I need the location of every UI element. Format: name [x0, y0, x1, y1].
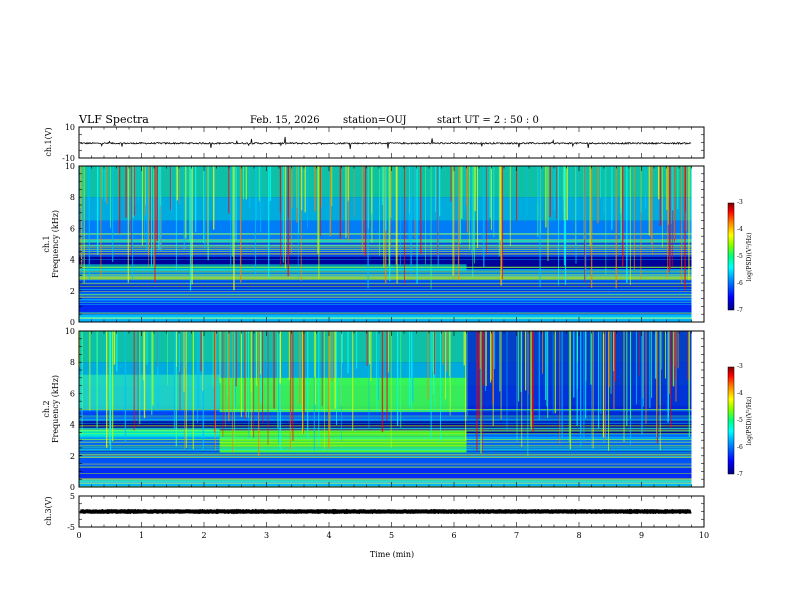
- ch3-waveform-ylabel: ch.3(V): [44, 496, 53, 525]
- ch2-spectrogram-panel: 0 2 4 6 8 10: [65, 327, 705, 492]
- ch2-spectrogram-ytick-label-2: 4: [70, 421, 75, 430]
- x-tick-label-10: 10: [699, 531, 709, 540]
- ch1-spectrogram-no-data: [691, 166, 704, 322]
- ch3-waveform-trace: [79, 508, 692, 515]
- x-tick-label-1: 1: [139, 531, 144, 540]
- ch2-spectrogram-ytick-label-5: 10: [65, 327, 75, 336]
- x-axis-title: Time (min): [370, 550, 414, 559]
- ch1-spectrogram-ytick-label-3: 6: [70, 224, 75, 233]
- ch1-colorbar-label: log(PSD)(V²/Hz): [746, 233, 753, 282]
- ch2-colorbar: -3 -4 -5 -6 -7 log(PSD)(V²/Hz): [727, 363, 753, 478]
- x-tick-label-9: 9: [639, 531, 644, 540]
- ch1-cb-tick-2: -5: [737, 253, 743, 260]
- ch2-spectrogram-ytick-label-3: 6: [70, 389, 75, 398]
- ch1-spectrogram-band: [79, 303, 692, 315]
- x-tick-label-6: 6: [451, 531, 456, 540]
- ch1-spectrogram-ytick-label-1: 2: [70, 287, 75, 296]
- ch1-spectrogram-ytick-label-5: 10: [65, 162, 75, 171]
- ch1-cb-tick-0: -3: [737, 199, 743, 206]
- ch2-spectrogram-interference-block: [79, 374, 220, 409]
- ch3-waveform-panel: 0 1 2 3 4 5 6 7 8 9 10 5 -5: [67, 492, 709, 540]
- ch1-waveform-ylabel: ch.1(V): [44, 127, 53, 156]
- x-tick-label-2: 2: [201, 531, 206, 540]
- header-station: station=OUJ: [343, 115, 407, 126]
- ch2-colorbar-gradient: [727, 366, 735, 475]
- ch1-spectrogram-ytick-label-4: 8: [70, 193, 75, 202]
- figure-title: VLF Spectra: [78, 113, 149, 126]
- x-tick-label-3: 3: [264, 531, 269, 540]
- x-tick-label-0: 0: [76, 531, 81, 540]
- ch1-waveform-trace: [79, 136, 692, 150]
- ch1-cb-tick-4: -7: [737, 307, 743, 314]
- ch1-spectrogram-ytick-label-0: 0: [70, 318, 75, 327]
- ch2-spectrogram-ytick-label-1: 2: [70, 452, 75, 461]
- ch2-cb-tick-4: -7: [737, 471, 743, 478]
- ch1-cb-tick-3: -6: [737, 280, 743, 287]
- ch3-waveform-ytick-top: 5: [70, 492, 75, 501]
- x-tick-label-8: 8: [576, 531, 581, 540]
- ch1-spectrogram-panel: 0 2 4 6 8 10: [65, 162, 705, 327]
- ch2-spectrogram-ytick-label-0: 0: [70, 483, 75, 492]
- ch1-spectrogram-ylabel-line2: Frequency (kHz): [51, 210, 60, 278]
- ch1-spectrogram-ylabel-line1: ch.1: [42, 235, 51, 252]
- ch1-spectrogram-band: [79, 281, 692, 291]
- ch1-cb-tick-1: -4: [737, 226, 743, 233]
- ch2-cb-tick-0: -3: [737, 363, 743, 370]
- x-tick-label-5: 5: [389, 531, 394, 540]
- ch2-colorbar-label: log(PSD)(V²/Hz): [746, 397, 753, 446]
- ch1-waveform-ytick-bottom: -10: [62, 154, 75, 163]
- ch2-spectrogram-band: [79, 455, 692, 469]
- header-date: Feb. 15, 2026: [250, 115, 320, 126]
- x-tick-label-7: 7: [514, 531, 519, 540]
- ch2-spectrogram-ylabel-line2: Frequency (kHz): [51, 375, 60, 443]
- ch2-spectrogram-ytick-label-4: 8: [70, 358, 75, 367]
- ch2-spectrogram-ylabel-line1: ch.2: [42, 400, 51, 417]
- ch2-cb-tick-2: -5: [737, 417, 743, 424]
- ch1-spectrogram-ytick-label-2: 4: [70, 256, 75, 265]
- ch1-colorbar: -3 -4 -5 -6 -7 log(PSD)(V²/Hz): [727, 199, 753, 314]
- ch3-waveform-ytick-bottom: -5: [67, 523, 75, 532]
- ch1-waveform-panel: 10 -10: [62, 123, 705, 163]
- ch1-waveform-ytick-top: 10: [65, 123, 75, 132]
- ch2-spectrogram-quiet-region: [466, 331, 692, 425]
- ch1-colorbar-gradient: [727, 202, 735, 311]
- x-tick-label-4: 4: [326, 531, 331, 540]
- ch2-cb-tick-1: -4: [737, 390, 743, 397]
- ch1-spectrogram-band: [79, 290, 692, 304]
- header-start-time: start UT = 2 : 50 : 0: [437, 115, 539, 126]
- ch2-cb-tick-3: -6: [737, 444, 743, 451]
- ch2-spectrogram-no-data: [691, 331, 704, 487]
